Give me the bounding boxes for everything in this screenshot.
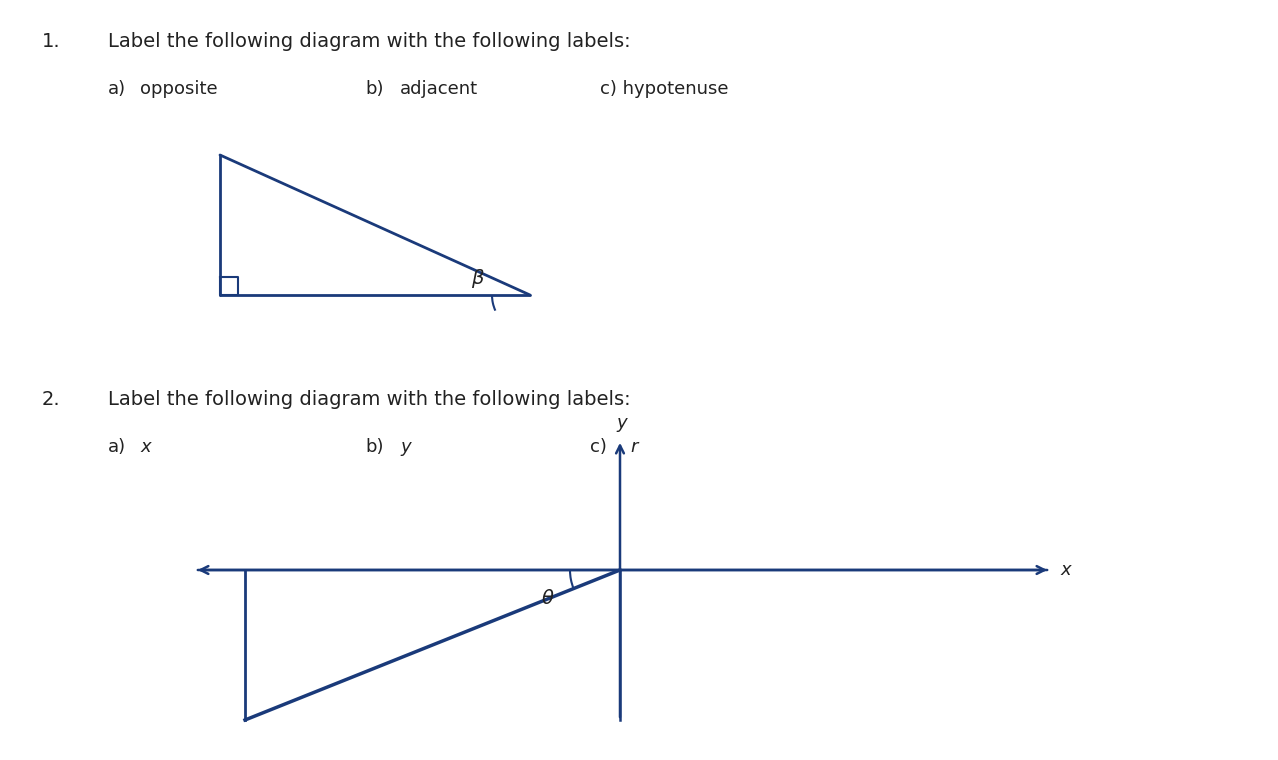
Text: $\beta$: $\beta$ — [472, 267, 484, 290]
Text: r: r — [630, 438, 638, 456]
Text: $\theta$: $\theta$ — [541, 588, 555, 607]
Text: b): b) — [366, 438, 383, 456]
Text: x: x — [141, 438, 151, 456]
Text: c): c) — [590, 438, 607, 456]
Text: Label the following diagram with the following labels:: Label the following diagram with the fol… — [109, 32, 630, 51]
Text: a): a) — [109, 438, 127, 456]
Text: c) hypotenuse: c) hypotenuse — [599, 80, 728, 98]
Text: opposite: opposite — [141, 80, 217, 98]
Text: x: x — [1059, 561, 1071, 579]
Text: y: y — [400, 438, 410, 456]
Text: y: y — [617, 414, 627, 432]
Text: b): b) — [366, 80, 383, 98]
Text: 1.: 1. — [42, 32, 60, 51]
Text: adjacent: adjacent — [400, 80, 478, 98]
Text: Label the following diagram with the following labels:: Label the following diagram with the fol… — [109, 390, 630, 409]
Text: 2.: 2. — [42, 390, 60, 409]
Text: a): a) — [109, 80, 127, 98]
